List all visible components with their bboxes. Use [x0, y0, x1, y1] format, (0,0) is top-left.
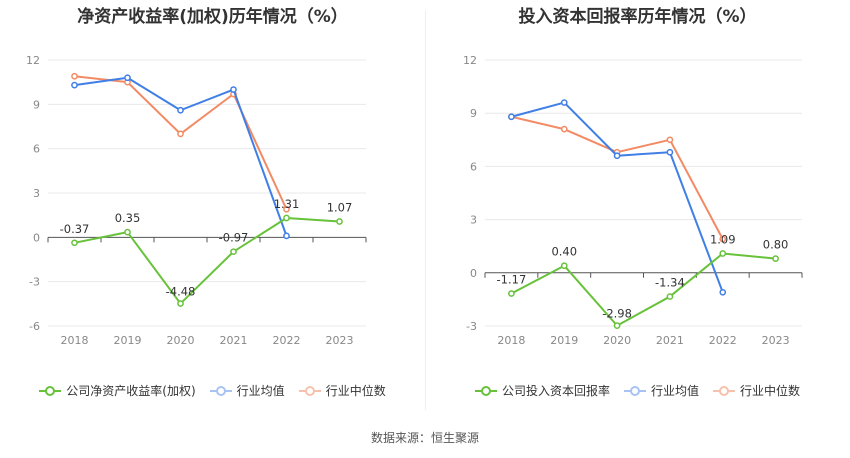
- legend-avg-line-icon: [623, 385, 646, 396]
- legend-label: 公司投入资本回报率: [501, 384, 610, 398]
- legend-item-company-roe[interactable]: 公司净资产收益率(加权): [39, 382, 196, 399]
- data-point-industry_median: [666, 136, 674, 144]
- data-point-industry_median: [560, 125, 568, 133]
- legend-label: 公司净资产收益率(加权): [66, 384, 196, 398]
- data-point-industry_avg: [719, 288, 727, 296]
- x-tick-label: 2021: [220, 334, 248, 347]
- data-label: -1.17: [497, 273, 527, 287]
- legend-item-company-roic[interactable]: 公司投入资本回报率: [474, 382, 610, 399]
- legend-label: 行业均值: [650, 384, 699, 398]
- data-label: -0.37: [60, 222, 90, 236]
- legend-median-line-icon: [713, 385, 735, 396]
- data-point-industry_median: [719, 235, 727, 243]
- series-line-company: [510, 252, 776, 327]
- data-point-industry_median: [283, 205, 290, 213]
- data-point-industry_avg: [124, 74, 131, 82]
- y-tick-label: 0: [33, 231, 40, 244]
- y-tick-label: 9: [33, 98, 40, 111]
- roic-chart-title: 投入资本回报率历年情况（%）: [518, 7, 757, 27]
- legend-company-line-icon: [39, 385, 62, 396]
- panel-divider: [425, 10, 426, 410]
- x-tick-label: 2022: [709, 334, 737, 347]
- data-label: 1.31: [274, 197, 300, 211]
- data-point-industry_median: [71, 72, 78, 80]
- series-line-industry_avg: [511, 101, 724, 293]
- y-tick-label: 12: [26, 54, 40, 67]
- roic-chart-plot: -3 0 3 6 9 12 2018 2019 2020 2021 2022 2023 -1.17 0.4…: [463, 54, 803, 347]
- data-point-company: [560, 262, 568, 270]
- data-label: -0.97: [219, 231, 249, 245]
- data-point-company: [124, 228, 131, 236]
- data-point-industry_avg: [71, 81, 78, 89]
- data-label: -1.34: [655, 276, 685, 290]
- x-tick-label: 2020: [603, 334, 631, 347]
- x-tick-label: 2020: [167, 334, 195, 347]
- data-point-company: [719, 250, 727, 257]
- roe-chart-panel: 净资产收益率(加权)历年情况（%） -6 -3 0 3 6 9 12 2018 2019 2020…: [0, 0, 425, 420]
- legend-median-line-icon: [298, 385, 321, 396]
- data-point-company: [613, 322, 621, 329]
- roe-chart-legend: 公司净资产收益率(加权) 行业均值 行业中位数: [0, 382, 425, 399]
- data-label: 0.35: [115, 211, 141, 225]
- y-tick-label: 3: [33, 187, 40, 200]
- data-point-industry_avg: [177, 106, 184, 114]
- data-label: -2.98: [602, 307, 632, 321]
- data-point-industry_avg: [283, 232, 290, 240]
- data-point-company: [666, 293, 674, 300]
- series-line-industry_median: [74, 75, 288, 210]
- legend-label: 行业中位数: [325, 384, 386, 398]
- data-label: 1.09: [710, 232, 736, 246]
- data-point-industry_avg: [508, 113, 515, 121]
- series-line-industry_median: [511, 115, 724, 240]
- data-point-industry_avg: [613, 152, 621, 160]
- data-point-company: [772, 255, 779, 262]
- y-tick-label: 12: [463, 54, 477, 67]
- legend-item-industry-avg[interactable]: 行业均值: [623, 382, 699, 399]
- roic-chart-panel: 投入资本回报率历年情况（%） -3 0 3 6 9 12 2018 2019 2020 2021 2…: [425, 0, 850, 420]
- data-point-company: [336, 218, 343, 225]
- data-point-company: [508, 290, 515, 297]
- x-tick-label: 2023: [762, 334, 790, 347]
- data-point-industry_avg: [560, 99, 568, 106]
- y-tick-label: -3: [466, 320, 477, 333]
- x-tick-label: 2019: [114, 334, 142, 347]
- x-tick-label: 2018: [61, 334, 89, 347]
- x-tick-label: 2022: [273, 334, 301, 347]
- data-label: 0.40: [551, 245, 577, 259]
- y-tick-label: 6: [470, 160, 477, 173]
- y-tick-label: 9: [470, 107, 477, 120]
- data-point-company: [71, 239, 78, 247]
- legend-label: 行业中位数: [740, 384, 801, 398]
- legend-company-line-icon: [474, 385, 497, 396]
- x-tick-label: 2019: [550, 334, 578, 347]
- y-tick-label: -3: [29, 276, 40, 289]
- legend-item-industry-median[interactable]: 行业中位数: [713, 382, 800, 399]
- y-tick-label: 3: [470, 214, 477, 227]
- data-point-industry_avg: [666, 148, 674, 156]
- legend-avg-line-icon: [209, 385, 232, 396]
- roe-chart-plot: -6 -3 0 3 6 9 12 2018 2019 2020 2021 2022 2023 -0.37 0…: [26, 54, 367, 347]
- data-point-company: [283, 214, 290, 222]
- y-tick-label: 6: [33, 143, 40, 156]
- roe-chart-title: 净资产收益率(加权)历年情况（%）: [77, 7, 348, 27]
- x-tick-label: 2021: [656, 334, 684, 347]
- legend-label: 行业均值: [236, 384, 285, 398]
- x-tick-label: 2023: [326, 334, 354, 347]
- data-point-company: [230, 248, 237, 256]
- data-label: 1.07: [327, 201, 353, 215]
- data-point-industry_avg: [230, 86, 237, 93]
- y-tick-label: 0: [470, 267, 477, 280]
- legend-item-industry-median[interactable]: 行业中位数: [298, 382, 386, 399]
- legend-item-industry-avg[interactable]: 行业均值: [209, 382, 285, 399]
- data-point-industry_median: [177, 130, 184, 138]
- y-tick-label: -6: [29, 320, 40, 333]
- data-point-company: [177, 300, 184, 307]
- data-label: 0.80: [763, 238, 789, 252]
- data-label: -4.48: [166, 285, 196, 299]
- data-source-footer: 数据来源：恒生聚源: [370, 431, 479, 445]
- x-tick-label: 2018: [497, 334, 525, 347]
- series-line-company: [74, 216, 340, 305]
- roic-chart-legend: 公司投入资本回报率 行业均值 行业中位数: [425, 382, 850, 399]
- series-line-industry_avg: [74, 76, 288, 237]
